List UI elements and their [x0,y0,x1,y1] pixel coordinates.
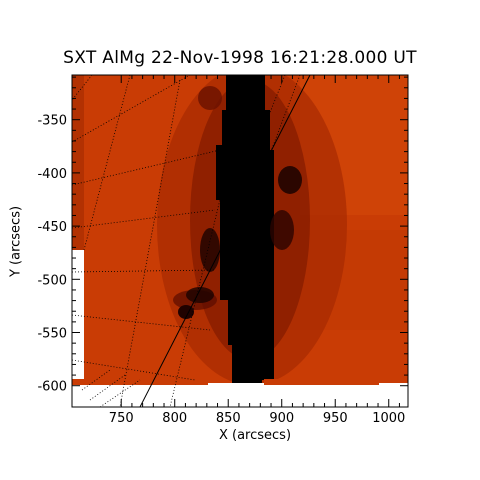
x-tick-label: 950 [323,411,348,426]
y-tick-label: -500 [37,273,67,288]
x-tick-label: 850 [216,411,241,426]
x-tick-label: 1000 [372,411,405,426]
y-tick-label: -400 [37,167,67,182]
x-axis: 750 800 850 900 950 1000 [109,75,405,426]
y-tick-label: -450 [37,220,67,235]
x-axis-label: X (arcsecs) [218,428,292,443]
x-tick-label: 800 [162,411,187,426]
y-tick-label: -350 [37,114,67,129]
x-tick-label: 750 [109,411,134,426]
heliographic-grid [72,75,301,407]
x-tick-label: 900 [269,411,294,426]
y-axis: -350 -400 -450 -500 -550 -600 [37,76,408,395]
y-tick-label: -550 [37,327,67,342]
plot-frame [71,74,409,408]
saturated-column [216,75,274,385]
solar-limb [139,75,311,407]
y-tick-label: -600 [37,380,67,395]
y-axis-label: Y (arcsecs) [8,205,24,278]
plot-title: SXT AlMg 22-Nov-1998 16:21:28.000 UT [63,48,417,68]
image-area [72,75,408,407]
